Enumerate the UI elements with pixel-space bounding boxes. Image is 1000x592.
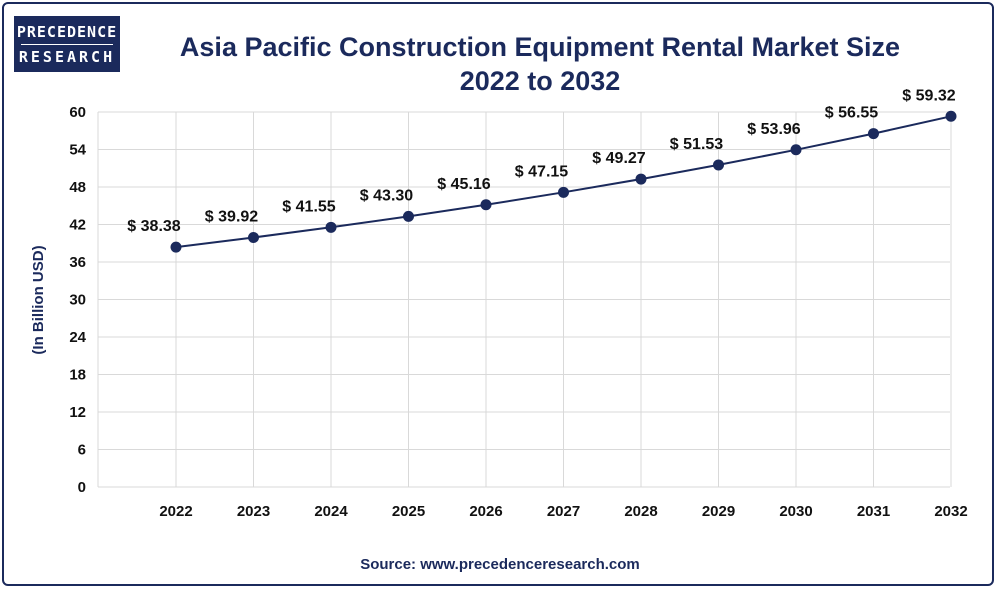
- logo-text-bottom: RESEARCH: [18, 47, 116, 66]
- logo-text-top: PRECEDENCE: [16, 22, 118, 41]
- x-tick-label: 2031: [857, 503, 890, 520]
- precedence-research-logo: PRECEDENCE RESEARCH: [14, 16, 120, 72]
- source-note: Source: www.precedenceresearch.com: [360, 556, 640, 573]
- data-point-2029: [713, 159, 724, 171]
- data-label-2022: $ 38.38: [127, 218, 180, 235]
- x-tick-label: 2032: [934, 503, 967, 520]
- y-tick-label: 24: [69, 329, 86, 346]
- data-point-2025: [403, 210, 414, 222]
- data-label-2031: $ 56.55: [825, 105, 878, 122]
- x-tick-label: 2023: [237, 503, 270, 520]
- x-tick-label: 2024: [314, 503, 348, 520]
- data-point-2027: [558, 186, 569, 198]
- x-tick-label: 2030: [779, 503, 812, 520]
- data-label-2029: $ 51.53: [670, 136, 723, 153]
- data-labels: $ 38.38 $ 39.92 $ 41.55 $ 43.30 $ 45.16 $ 47.…: [127, 87, 955, 235]
- x-tick-label: 2025: [392, 503, 425, 520]
- data-label-2023: $ 39.92: [205, 209, 258, 226]
- y-tick-label: 36: [69, 254, 86, 271]
- x-tick-label: 2029: [702, 503, 735, 520]
- data-point-2024: [325, 221, 337, 233]
- y-tick-label: 0: [78, 479, 86, 496]
- series-markers: [170, 110, 957, 253]
- y-tick-label: 54: [69, 142, 86, 159]
- chart-frame: [2, 2, 994, 586]
- x-tick-label: 2028: [624, 503, 657, 520]
- chart-grid: [97, 111, 952, 488]
- y-tick-label: 18: [69, 367, 86, 384]
- x-tick-label: 2027: [547, 503, 580, 520]
- data-point-2032: [945, 110, 957, 122]
- data-label-2024: $ 41.55: [282, 198, 335, 215]
- x-axis-ticks: 2022 2023 2024 2025 2026 2027 2028 2029 2030 2031…: [159, 503, 967, 520]
- chart-title-line2: 2022 to 2032: [459, 66, 621, 96]
- y-tick-label: 6: [78, 442, 86, 459]
- y-tick-label: 30: [69, 292, 86, 309]
- y-axis-label: (In Billion USD): [30, 245, 47, 354]
- logo-divider: [21, 43, 113, 45]
- data-label-2027: $ 47.15: [515, 163, 568, 180]
- data-label-2026: $ 45.16: [437, 176, 490, 193]
- data-label-2030: $ 53.96: [747, 121, 800, 138]
- data-label-2028: $ 49.27: [592, 150, 645, 167]
- y-tick-label: 48: [69, 179, 86, 196]
- chart-title: Asia Pacific Construction Equipment Rent…: [130, 30, 950, 98]
- x-tick-label: 2026: [469, 503, 502, 520]
- data-point-2026: [480, 199, 492, 211]
- data-point-2023: [248, 232, 259, 243]
- data-label-2032: $ 59.32: [902, 87, 955, 104]
- y-axis-ticks: 0 6 12 18 24 30 36 42 48 54 60: [69, 104, 86, 496]
- y-tick-label: 12: [69, 404, 86, 421]
- x-tick-label: 2022: [159, 503, 192, 520]
- y-tick-label: 60: [69, 104, 86, 121]
- data-point-2030: [790, 144, 802, 156]
- y-tick-label: 42: [69, 217, 86, 234]
- data-label-2025: $ 43.30: [360, 187, 413, 204]
- data-point-2031: [868, 128, 879, 140]
- chart-title-line1: Asia Pacific Construction Equipment Rent…: [179, 32, 901, 62]
- data-point-2028: [635, 173, 647, 185]
- data-point-2022: [170, 241, 182, 253]
